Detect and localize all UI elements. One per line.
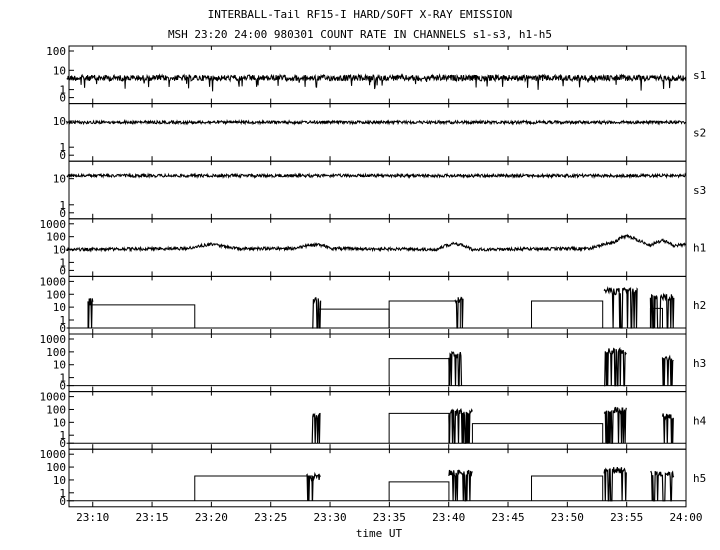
x-tick-label: 23:30 — [313, 511, 346, 524]
y-tick-label-h4: 1000 — [40, 391, 67, 404]
y-tick-label-h5: 10 — [53, 474, 66, 487]
burst-h5 — [603, 466, 627, 502]
step-segment-h5 — [388, 481, 450, 501]
y-tick-label-h5: 1 — [59, 487, 66, 500]
y-tick-label-s1: 1 — [59, 84, 66, 97]
burst-h5 — [306, 471, 321, 501]
y-tick-label-h5: 0 — [59, 495, 66, 508]
x-tick-label: 23:10 — [76, 511, 109, 524]
y-tick-label-h4: 10 — [53, 416, 66, 429]
burst-h4 — [603, 406, 627, 444]
y-tick-label-h5: 100 — [46, 461, 66, 474]
channel-label-s3: s3 — [693, 184, 706, 197]
y-tick-label-h3: 1 — [59, 372, 66, 385]
y-tick-label-h3: 1000 — [40, 333, 67, 346]
x-tick-label: 23:45 — [491, 511, 524, 524]
step-segment-h5 — [194, 475, 313, 501]
y-tick-label-h2: 10 — [53, 301, 66, 314]
y-tick-label-h3: 10 — [53, 359, 66, 372]
y-tick-label-h3: 0 — [59, 380, 66, 393]
y-tick-label-h1: 0 — [59, 264, 66, 277]
panel-frame-s2 — [68, 103, 687, 162]
y-tick-label-h2: 1 — [59, 314, 66, 327]
channel-label-h5: h5 — [693, 472, 706, 485]
burst-h4 — [661, 413, 674, 444]
step-segment-h4 — [388, 412, 450, 444]
step-segment-h2 — [87, 304, 196, 328]
y-tick-label-s3: 10 — [53, 173, 66, 186]
burst-h5 — [650, 470, 675, 502]
y-tick-label-s2: 1 — [59, 141, 66, 154]
y-tick-label-h4: 100 — [46, 403, 66, 416]
y-tick-label-h1: 100 — [46, 231, 66, 244]
channel-label-h3: h3 — [693, 357, 706, 370]
step-segment-h2 — [317, 308, 390, 328]
y-tick-label-h1: 1000 — [40, 218, 67, 231]
panel-frame-h4 — [68, 391, 687, 450]
x-tick-label: 23:15 — [135, 511, 168, 524]
x-axis-label: time UT — [355, 527, 403, 540]
y-tick-label-h2: 100 — [46, 288, 66, 301]
y-tick-label-h4: 0 — [59, 437, 66, 450]
step-segment-h2 — [388, 300, 461, 328]
y-tick-label-s1: 10 — [53, 64, 66, 77]
burst-h2 — [312, 296, 322, 329]
y-tick-label-h1: 1 — [59, 256, 66, 269]
burst-h5 — [448, 469, 473, 502]
y-tick-label-s3: 1 — [59, 199, 66, 212]
x-tick-label: 23:50 — [551, 511, 584, 524]
x-tick-label: 24:00 — [669, 511, 702, 524]
burst-h3 — [661, 354, 674, 386]
x-tick-label: 23:55 — [610, 511, 643, 524]
panel-frame-h5 — [68, 448, 687, 508]
burst-h2 — [603, 285, 639, 329]
y-tick-label-h2: 1000 — [40, 275, 67, 288]
y-tick-label-s2: 0 — [59, 149, 66, 162]
y-tick-label-h3: 100 — [46, 346, 66, 359]
x-tick-label: 23:40 — [432, 511, 465, 524]
y-tick-label-h5: 1000 — [40, 448, 67, 461]
y-tick-label-s1: 0 — [59, 92, 66, 105]
y-tick-label-h1: 10 — [53, 244, 66, 257]
series-line-h1 — [66, 233, 687, 253]
y-tick-label-h4: 1 — [59, 429, 66, 442]
channel-label-s2: s2 — [693, 126, 706, 139]
burst-h4 — [311, 412, 321, 444]
y-tick-label-h2: 0 — [59, 322, 66, 335]
series-line-s2 — [66, 118, 687, 126]
x-tick-label: 23:35 — [373, 511, 406, 524]
burst-h4 — [448, 408, 473, 444]
chart-subtitle: MSH 23:20 24:00 980301 COUNT RATE IN CHA… — [167, 28, 553, 41]
burst-h3 — [604, 346, 627, 387]
burst-h2 — [454, 296, 464, 329]
panel-frame-h3 — [68, 333, 687, 393]
channel-label-h2: h2 — [693, 299, 706, 312]
burst-h3 — [448, 350, 463, 387]
step-segment-h4 — [471, 423, 604, 444]
y-tick-label-s1: 100 — [46, 45, 66, 58]
step-segment-h2 — [531, 300, 604, 328]
channel-label-h1: h1 — [693, 242, 706, 255]
x-tick-label: 23:25 — [254, 511, 287, 524]
burst-h2 — [649, 292, 675, 329]
x-tick-label: 23:20 — [195, 511, 228, 524]
chart-title: INTERBALL-Tail RF15-I HARD/SOFT X-RAY EM… — [207, 8, 513, 21]
step-segment-h5 — [531, 475, 604, 501]
y-tick-label-s3: 0 — [59, 207, 66, 220]
burst-h2 — [87, 298, 94, 329]
channel-label-s1: s1 — [693, 69, 706, 82]
y-tick-label-s2: 10 — [53, 115, 66, 128]
series-line-s3 — [66, 172, 687, 180]
panel-frame-s3 — [68, 160, 687, 220]
series-line-s1 — [66, 73, 687, 92]
panel-frame-s1 — [68, 45, 687, 105]
channel-label-h4: h4 — [693, 414, 707, 427]
step-segment-h3 — [388, 358, 450, 386]
